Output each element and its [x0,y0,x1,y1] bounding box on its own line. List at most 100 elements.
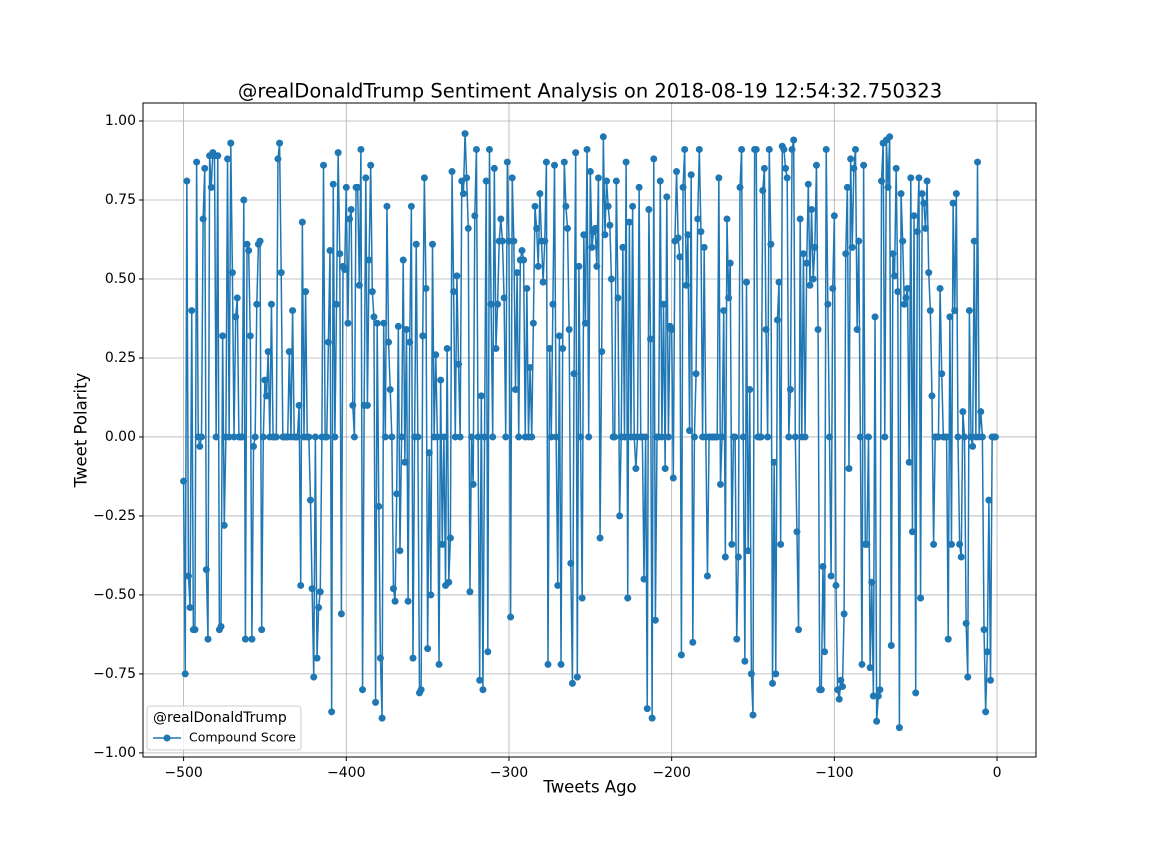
point [267,300,275,308]
x-tick-label: −300 [490,765,528,781]
x-axis-label: Tweets Ago [542,778,636,797]
point [378,714,386,722]
point [331,433,339,441]
point [438,540,446,548]
point [731,433,739,441]
point [398,433,406,441]
point [863,540,871,548]
point [310,673,318,681]
point [614,294,622,302]
point [603,177,611,185]
point [611,433,619,441]
point [677,651,685,659]
point [920,199,928,207]
point [985,496,993,504]
point [320,161,328,169]
point [227,139,235,147]
point [876,686,884,694]
point [760,164,768,172]
point [376,654,384,662]
point [747,670,755,678]
point [757,433,765,441]
point [762,326,770,334]
point [425,449,433,457]
point [256,237,264,245]
point [445,578,453,586]
point [692,370,700,378]
point [420,174,428,182]
point [513,269,521,277]
point [396,547,404,555]
point [588,243,596,251]
point [682,281,690,289]
point [718,433,726,441]
point [769,679,777,687]
point [259,433,267,441]
point [435,660,443,668]
point [342,183,350,191]
point [673,168,681,176]
point [453,272,461,280]
point [782,164,790,172]
point [910,212,918,220]
point [819,562,827,570]
point [892,164,900,172]
plot-frame [142,102,1037,758]
point [767,240,775,248]
y-tick-label: −0.75 [93,666,136,682]
point [744,547,752,555]
point [399,256,407,264]
point [894,288,902,296]
point [956,540,964,548]
point [923,177,931,185]
point [625,218,633,226]
point [191,626,199,634]
point [656,177,664,185]
point [868,578,876,586]
point [306,496,314,504]
point [578,594,586,602]
point [197,433,205,441]
point [349,401,357,409]
point [716,480,724,488]
point [974,158,982,166]
point [570,370,578,378]
point [329,180,337,188]
point [298,218,306,226]
point [607,275,615,283]
point [739,433,747,441]
point [759,187,767,195]
point [960,433,968,441]
point [381,433,389,441]
point [409,654,417,662]
point [572,149,580,157]
x-tick-label: −200 [652,765,690,781]
point [233,294,241,302]
point [502,433,510,441]
point [440,433,448,441]
point [394,322,402,330]
point [684,231,692,239]
point [946,313,954,321]
point [775,278,783,286]
point [547,433,555,441]
point [858,660,866,668]
point [847,155,855,163]
point [594,174,602,182]
point [432,351,440,359]
point [414,433,422,441]
point [474,433,482,441]
point [842,250,850,258]
point [220,521,228,529]
point [734,553,742,561]
point [393,490,401,498]
point [341,266,349,274]
point [193,158,201,166]
point [881,433,889,441]
point [905,458,913,466]
point [835,695,843,703]
point [277,269,285,277]
point [856,433,864,441]
point [481,433,489,441]
point [354,183,362,191]
